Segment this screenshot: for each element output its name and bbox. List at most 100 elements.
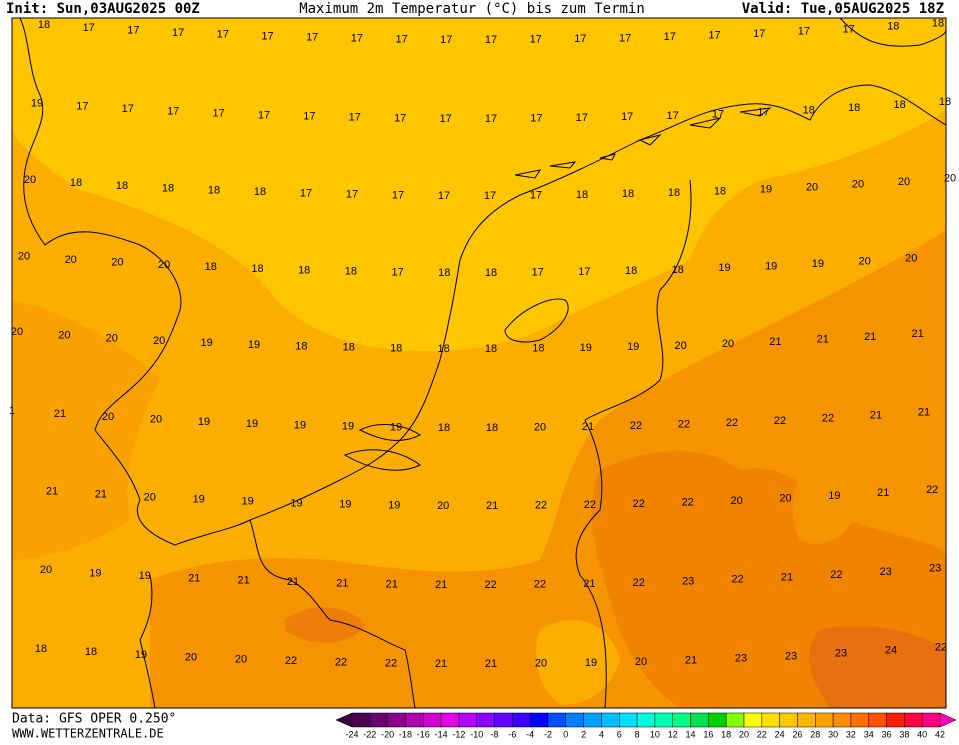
temp-label: 17 [351,33,363,45]
temp-label: 18 [162,182,174,194]
temp-label: 22 [678,419,690,431]
temp-label: 17 [530,34,542,46]
temp-label: 17 [485,113,497,125]
temp-label: 23 [835,648,847,660]
colorbar-tick-label: 12 [668,729,678,739]
colorbar: -24 -22 -20 -18 -16 -14 -12 -10 -8 -6 -4 -2 0 2 4 6 8 10 1… [335,712,957,739]
temp-label: 23 [785,650,797,662]
temp-label: 21 [864,331,876,343]
temp-label: 18 [714,185,726,197]
temp-label: 19 [390,421,402,433]
temp-label: 21 [817,334,829,346]
temp-label: 21 [911,328,923,340]
temp-label: 17 [484,190,496,202]
temp-label: 20 [40,564,52,576]
temp-label: 18 [622,188,634,200]
temp-label: 20 [18,251,30,263]
colorbar-swatch [619,712,638,728]
temp-label: 22 [633,498,645,510]
colorbar-tick-label: 8 [635,729,640,739]
colorbar-tick-label: 20 [739,729,749,739]
temp-label: 20 [779,493,791,505]
colorbar-swatch [761,712,780,728]
temp-label: 17 [261,30,273,42]
temp-label: 23 [880,566,892,578]
colorbar-tick-label: 32 [846,729,856,739]
temp-label: 22 [385,657,397,669]
colorbar-swatch [868,712,887,728]
temp-label: 20 [11,326,23,338]
coastline [839,17,947,47]
temp-label: 22 [484,579,496,591]
temp-label: 17 [619,32,631,44]
temp-label: 17 [621,111,633,123]
colorbar-tick-label: 18 [721,729,731,739]
temp-label: 21 [877,487,889,499]
temp-label: 20 [905,252,917,264]
colorbar-tick-label: -20 [381,729,394,739]
temp-label: 20 [24,174,36,186]
temp-label: 17 [757,107,769,119]
temp-label: 17 [395,33,407,45]
colorbar-swatch [779,712,798,728]
temp-label: 19 [193,494,205,506]
colorbar-tick-label: 40 [917,729,927,739]
colorbar-tick-label: 38 [899,729,909,739]
temp-label: 18 [803,104,815,116]
coastline [139,574,156,709]
temp-label: 19 [31,98,43,110]
coastline [19,17,251,546]
colorbar-tick-label: -18 [399,729,412,739]
temp-label: 17 [258,109,270,121]
colorbar-swatch [405,712,424,728]
temp-label: 21 [781,572,793,584]
temp-label: 19 [89,567,101,579]
lake [504,298,569,343]
temp-label: 21 [583,578,595,590]
temp-label: 18 [932,18,944,30]
temp-label: 17 [664,31,676,43]
temp-label: 18 [576,189,588,201]
temp-label: 20 [153,335,165,347]
colorbar-swatch [850,712,869,728]
temp-label: 19 [200,337,212,349]
temp-label: 22 [682,497,694,509]
field-cool [12,18,946,352]
temp-label: 21 [188,573,200,585]
temp-label: 17 [391,266,403,278]
temp-label: 17 [212,108,224,120]
temp-label: 22 [285,655,297,667]
temp-label: 18 [345,266,357,278]
temp-label: 23 [929,563,941,575]
temp-label: 17 [438,190,450,202]
temp-label: 17 [842,23,854,35]
temp-label: 20 [158,259,170,271]
temp-label: 17 [306,32,318,44]
colorbar-tick-label: -6 [508,729,516,739]
temp-label: 21 [685,654,697,666]
colorbar-swatch [512,712,531,728]
colorbar-tick-label: -4 [526,729,534,739]
temp-label: 19 [246,418,258,430]
temp-label: 21 [54,408,66,420]
temp-label: 22 [535,500,547,512]
temp-label: 20 [106,332,118,344]
temp-label: 22 [534,579,546,591]
temp-label: 18 [343,342,355,354]
temp-label: 17 [167,106,179,118]
temp-label: 18 [298,264,310,276]
temp-label: 17 [76,101,88,113]
temp-label: 20 [437,500,449,512]
colorbar-swatch [351,712,371,728]
temp-label: 18 [70,177,82,189]
colorbar-swatch [690,712,709,728]
colorbar-tick-label: -2 [544,729,552,739]
temp-label: 23 [682,576,694,588]
colorbar-tick-label: 30 [828,729,838,739]
colorbar-swatch [886,712,905,728]
temp-label: 18 [38,19,50,31]
temp-label: 19 [342,421,354,433]
colorbar-swatch [547,712,567,728]
temp-label: 19 [828,490,840,502]
colorbar-tick-label: 26 [792,729,802,739]
